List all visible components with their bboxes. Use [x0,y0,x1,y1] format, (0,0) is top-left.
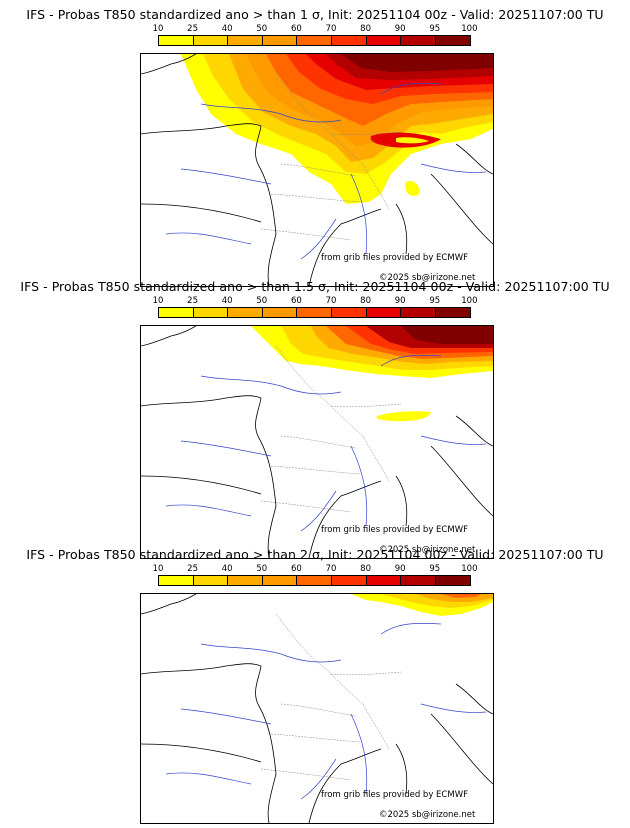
legend-swatch [262,308,298,317]
legend-tick: 100 [461,564,478,574]
rivers [165,82,487,260]
legend-ticks: 10 25 40 50 60 70 80 90 95 100 [152,296,480,306]
legend-tick: 60 [290,564,302,574]
legend-swatch [297,36,332,45]
panel-title: IFS - Probas T850 standardized ano > tha… [26,7,604,22]
legend-tick: 90 [394,296,406,306]
map-canvas [141,326,493,558]
legend-color-scale [158,35,472,46]
map-canvas [141,54,493,286]
credit-source: from grib files provided by ECMWF [321,790,468,800]
rivers [165,354,487,532]
legend-tick: 10 [152,24,164,34]
legend-swatch [159,36,194,45]
legend-tick: 10 [152,296,164,306]
legend-swatch [297,576,332,585]
legend-tick: 90 [394,24,406,34]
legend-tick: 50 [256,296,268,306]
legend-swatch [401,36,436,45]
panel-title: IFS - Probas T850 standardized ano > tha… [26,547,604,562]
probability-map: from grib files provided by ECMWF ©2025 … [140,325,494,559]
legend-swatch [297,308,332,317]
legend-swatch [366,36,402,45]
legend-tick: 25 [187,564,199,574]
legend-swatch [331,308,367,317]
legend-swatch [401,576,436,585]
legend-swatch [366,308,402,317]
credit-copyright: ©2025 sb@irizone.net [379,810,476,820]
coastline [141,54,493,286]
legend-tick: 70 [325,564,337,574]
legend-swatch [262,576,298,585]
legend-swatch [193,576,229,585]
credit-copyright: ©2025 sb@irizone.net [379,273,476,283]
legend-tick: 40 [221,24,233,34]
legend-ticks: 10 25 40 50 60 70 80 90 95 100 [152,24,480,34]
borders [260,73,402,241]
legend-swatch [401,308,436,317]
legend-swatch [435,36,471,45]
probability-map: from grib files provided by ECMWF ©2025 … [140,53,494,287]
map-canvas [141,594,493,823]
coastline [141,326,493,558]
legend-tick: 80 [360,296,372,306]
legend-swatch [331,576,367,585]
legend-tick: 60 [290,296,302,306]
legend-swatch [262,36,298,45]
legend-tick: 70 [325,296,337,306]
credit-copyright: ©2025 sb@irizone.net [379,545,476,555]
probability-field [351,594,493,616]
legend-swatch [435,308,471,317]
legend-tick: 95 [429,24,441,34]
legend-tick: 95 [429,296,441,306]
probability-map: from grib files provided by ECMWF ©2025 … [140,593,494,824]
legend-tick: 90 [394,564,406,574]
legend-tick: 25 [187,24,199,34]
probability-field [251,326,493,422]
legend-tick: 60 [290,24,302,34]
legend-swatch [331,36,367,45]
legend-swatch [159,576,194,585]
legend-tick: 40 [221,564,233,574]
coastline [141,594,493,823]
legend-tick: 25 [187,296,199,306]
legend-swatch [228,308,263,317]
legend-swatch [159,308,194,317]
legend-tick: 80 [360,24,372,34]
credit-source: from grib files provided by ECMWF [321,525,468,535]
legend-tick: 40 [221,296,233,306]
legend-color-scale [158,575,472,586]
legend-tick: 95 [429,564,441,574]
legend-swatch [228,36,263,45]
legend-tick: 10 [152,564,164,574]
legend-swatch [366,576,402,585]
borders [260,613,402,781]
legend-color-scale [158,307,472,318]
panel-title: IFS - Probas T850 standardized ano > tha… [20,279,610,294]
legend-tick: 100 [461,296,478,306]
legend-swatch [435,576,471,585]
legend-ticks: 10 25 40 50 60 70 80 90 95 100 [152,564,480,574]
legend-tick: 50 [256,564,268,574]
credit-source: from grib files provided by ECMWF [321,253,468,263]
legend-tick: 50 [256,24,268,34]
borders [260,345,402,513]
legend-swatch [193,308,229,317]
rivers [165,622,487,800]
legend-swatch [193,36,229,45]
probability-field [181,54,493,204]
legend-tick: 70 [325,24,337,34]
legend-swatch [228,576,263,585]
legend-tick: 100 [461,24,478,34]
legend-tick: 80 [360,564,372,574]
